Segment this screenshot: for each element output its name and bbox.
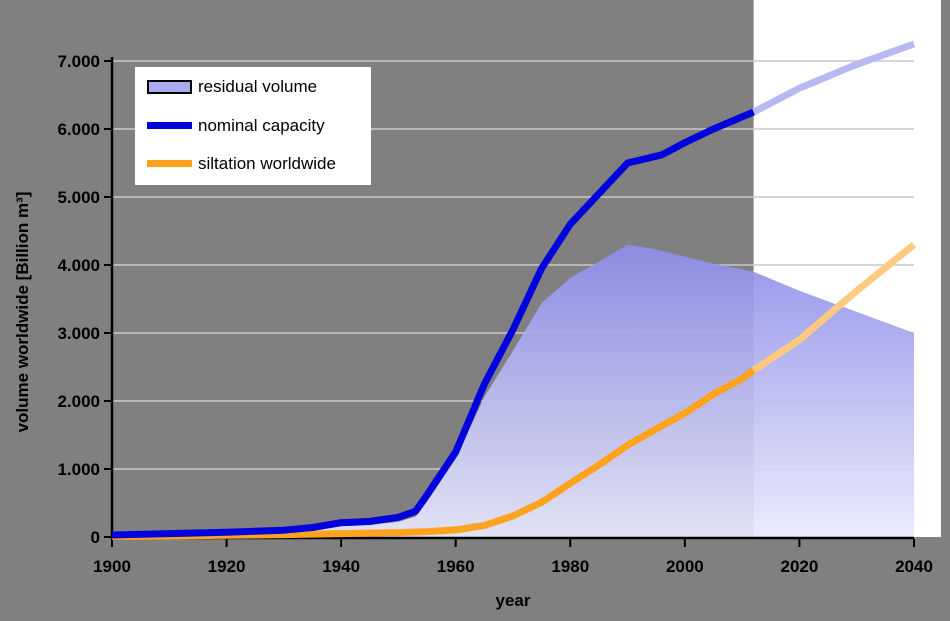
y-tick-label: 0: [91, 528, 100, 547]
y-tick-label: 2.000: [57, 392, 100, 411]
nominal-capacity-swatch-icon: [147, 121, 192, 129]
x-tick-label: 2020: [781, 557, 819, 576]
residual-volume-swatch-icon: [147, 79, 192, 94]
x-tick-label: 1940: [322, 557, 360, 576]
x-tick-label: 1900: [93, 557, 131, 576]
y-tick-label: 4.000: [57, 256, 100, 275]
siltation-worldwide-swatch-icon: [147, 160, 192, 167]
legend-label: siltation worldwide: [198, 154, 336, 173]
legend-item-residual-volume: residual volume: [147, 78, 371, 95]
residual-volume-area: [112, 244, 914, 537]
y-tick-label: 1.000: [57, 460, 100, 479]
legend-label: residual volume: [198, 77, 318, 96]
y-tick-label: 7.000: [57, 52, 100, 71]
x-tick-label: 2000: [666, 557, 704, 576]
siltation-line: [111, 367, 756, 540]
y-tick-label: 3.000: [57, 324, 100, 343]
x-tick-label: 1960: [437, 557, 475, 576]
y-tick-label: 6.000: [57, 120, 100, 139]
nominal-capacity-projection-line: [751, 40, 916, 116]
x-axis-title: year: [495, 591, 531, 610]
x-tick-label: 1980: [551, 557, 589, 576]
legend-label: nominal capacity: [198, 115, 325, 135]
y-tick-label: 5.000: [57, 188, 100, 207]
nominal-capacity-line: [111, 108, 755, 539]
legend: residual volume nominal capacity siltati…: [135, 67, 371, 185]
x-tick-label: 2040: [895, 557, 933, 576]
legend-item-nominal-capacity: nominal capacity: [147, 117, 371, 134]
siltation-projection-line: [751, 241, 917, 374]
y-axis-title: volume worldwide [Billion m³]: [13, 191, 32, 433]
legend-item-siltation-worldwide: siltation worldwide: [147, 155, 371, 172]
x-tick-label: 1920: [208, 557, 246, 576]
